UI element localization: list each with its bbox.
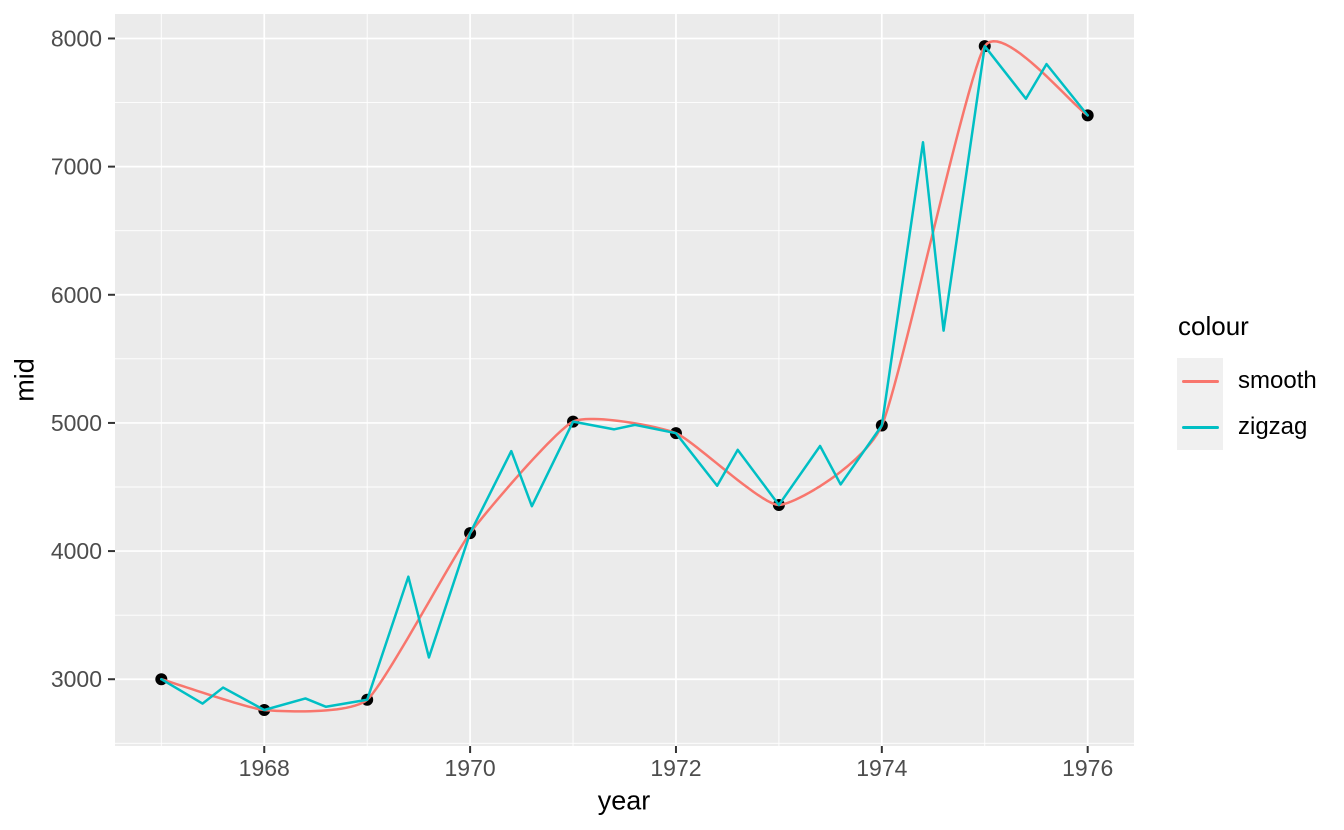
legend-label-zigzag: zigzag <box>1238 413 1308 440</box>
x-tick-label: 1970 <box>445 755 496 781</box>
zigzag-line <box>160 44 1089 712</box>
legend-item-smooth: smooth <box>1177 358 1317 404</box>
legend-key-smooth <box>1177 358 1223 404</box>
smooth-line-swatch-icon <box>1181 379 1219 383</box>
x-tick-label: 1972 <box>650 755 701 781</box>
legend-item-zigzag: zigzag <box>1177 404 1317 450</box>
x-tick-label: 1976 <box>1062 755 1113 781</box>
y-tick-label: 5000 <box>51 410 102 436</box>
legend: colour smooth zigzag <box>1177 313 1317 450</box>
panel-background <box>115 14 1134 746</box>
y-tick-label: 8000 <box>51 25 102 51</box>
y-tick-label: 7000 <box>51 154 102 180</box>
y-axis-title: mid <box>9 358 40 402</box>
x-tick-label: 1974 <box>856 755 907 781</box>
x-axis-title: year <box>597 785 651 816</box>
y-tick-label: 4000 <box>51 538 102 564</box>
zigzag-line-swatch-icon <box>1181 425 1219 429</box>
legend-key-zigzag <box>1177 404 1223 450</box>
y-tick-label: 6000 <box>51 282 102 308</box>
y-tick-label: 3000 <box>51 666 102 692</box>
legend-title: colour <box>1178 311 1249 341</box>
legend-label-smooth: smooth <box>1238 367 1317 394</box>
x-tick-label: 1968 <box>239 755 290 781</box>
